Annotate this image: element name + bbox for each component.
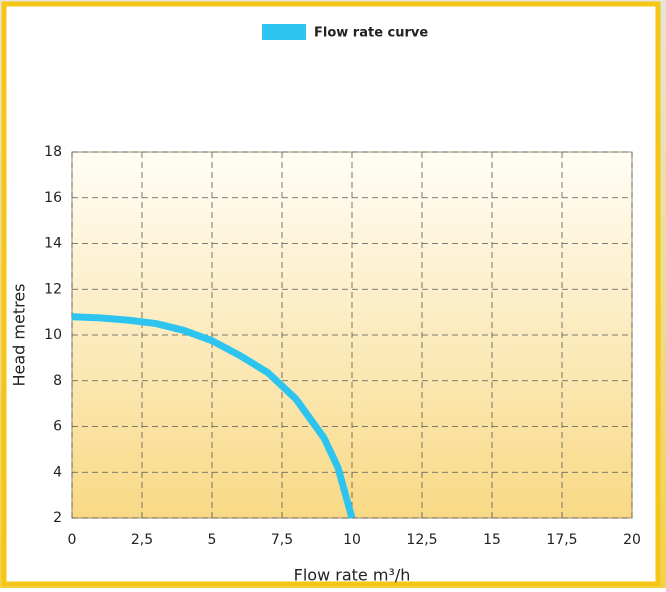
y-tick-label: 16 [44,190,62,206]
y-tick-label: 8 [53,373,62,389]
legend-swatch [262,24,306,40]
y-tick-label: 18 [44,144,62,160]
flow-curve [71,313,356,519]
x-tick-label: 5 [208,532,217,548]
x-tick-label: 0 [68,532,77,548]
y-axis-label: Head metres [10,283,29,386]
legend-label: Flow rate curve [314,26,428,41]
y-tick-label: 2 [53,510,62,526]
y-tick-label: 6 [53,419,62,435]
y-tick-label: 12 [44,281,62,297]
x-tick-label: 7,5 [271,532,293,548]
x-tick-label: 17,5 [546,532,577,548]
x-tick-label: 10 [343,532,361,548]
x-axis-label: Flow rate m³/h [294,566,411,585]
x-tick-label: 2,5 [131,532,153,548]
y-tick-label: 14 [44,236,62,252]
x-tick-label: 20 [623,532,641,548]
x-tick-label: 12,5 [406,532,437,548]
x-tick-label: 15 [483,532,501,548]
y-tick-label: 10 [44,327,62,343]
y-tick-label: 4 [53,464,62,480]
